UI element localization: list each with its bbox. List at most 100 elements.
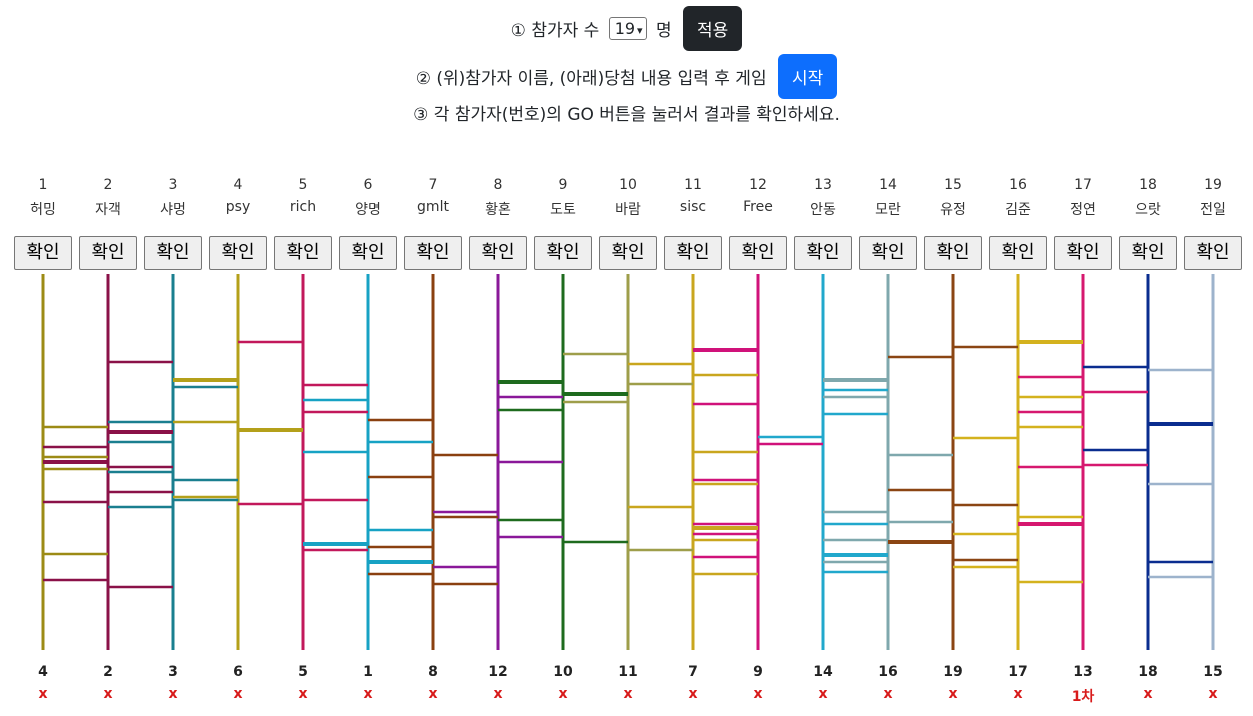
participant-number: 10 <box>619 177 637 193</box>
participant-number: 17 <box>1074 177 1092 193</box>
result-number: 8 <box>428 664 438 680</box>
result-number: 4 <box>38 664 48 680</box>
result-number: 10 <box>553 664 573 680</box>
go-button[interactable]: 확인 <box>729 236 787 270</box>
participant-name: 바람 <box>615 202 641 218</box>
result-number: 2 <box>103 664 113 680</box>
result-value: x <box>168 686 178 702</box>
participant-name: 으랏 <box>1135 202 1161 218</box>
result-number: 18 <box>1138 664 1158 680</box>
participant-number: 1 <box>38 177 48 193</box>
result-value: x <box>818 686 828 702</box>
go-button[interactable]: 확인 <box>924 236 982 270</box>
chevron-down-icon: ▾ <box>637 24 643 37</box>
go-button[interactable]: 확인 <box>664 236 722 270</box>
go-button[interactable]: 확인 <box>469 236 527 270</box>
result-value: x <box>493 686 503 702</box>
participant-number: 6 <box>363 177 373 193</box>
result-number: 15 <box>1203 664 1223 680</box>
result-value: x <box>558 686 568 702</box>
participant-name: 유정 <box>940 202 966 218</box>
start-button[interactable]: 시작 <box>778 54 838 99</box>
participant-number: 13 <box>814 177 832 193</box>
go-button[interactable]: 확인 <box>404 236 462 270</box>
participant-number: 19 <box>1204 177 1222 193</box>
go-button[interactable]: 확인 <box>209 236 267 270</box>
participant-number: 2 <box>103 177 113 193</box>
go-button[interactable]: 확인 <box>1119 236 1177 270</box>
result-value: x <box>428 686 438 702</box>
go-button[interactable]: 확인 <box>339 236 397 270</box>
result-number: 13 <box>1073 664 1093 680</box>
result-value: x <box>1143 686 1153 702</box>
result-value: x <box>298 686 308 702</box>
result-number: 11 <box>618 664 638 680</box>
participant-name: psy <box>225 199 251 215</box>
go-button[interactable]: 확인 <box>859 236 917 270</box>
result-number: 16 <box>878 664 898 680</box>
result-number: 12 <box>488 664 508 680</box>
result-value: x <box>688 686 698 702</box>
participant-name: 안동 <box>810 202 836 218</box>
participant-name: Free <box>743 199 773 215</box>
go-button[interactable]: 확인 <box>794 236 852 270</box>
result-value: x <box>753 686 763 702</box>
participant-name: rich <box>289 199 317 215</box>
participant-number: 4 <box>233 177 243 193</box>
participant-count-select[interactable]: 19 ▾ <box>608 17 647 40</box>
participant-name: 전일 <box>1200 202 1226 218</box>
result-value: x <box>38 686 48 702</box>
participant-name: 모란 <box>875 202 901 218</box>
participant-name: 황혼 <box>485 202 511 218</box>
participant-name: sisc <box>679 199 707 215</box>
participant-number: 3 <box>168 177 178 193</box>
participant-name: gmlt <box>417 199 449 215</box>
participant-number: 12 <box>749 177 767 193</box>
participant-name: 김준 <box>1005 202 1031 218</box>
participant-number: 7 <box>428 177 438 193</box>
go-button[interactable]: 확인 <box>79 236 137 270</box>
participant-number: 11 <box>684 177 702 193</box>
participant-number: 8 <box>493 177 503 193</box>
participant-name: 정연 <box>1070 202 1096 218</box>
participant-name: 샤멍 <box>160 202 186 218</box>
result-number: 1 <box>363 664 373 680</box>
result-number: 9 <box>753 664 763 680</box>
go-button[interactable]: 확인 <box>14 236 72 270</box>
result-number: 6 <box>233 664 243 680</box>
apply-button[interactable]: 적용 <box>683 6 743 51</box>
go-button[interactable]: 확인 <box>989 236 1047 270</box>
go-button[interactable]: 확인 <box>144 236 202 270</box>
result-value: x <box>883 686 893 702</box>
participant-number: 18 <box>1139 177 1157 193</box>
participant-number: 5 <box>298 177 308 193</box>
participant-name: 자객 <box>95 202 121 218</box>
result-value: x <box>233 686 243 702</box>
result-number: 3 <box>168 664 178 680</box>
participant-name: 양명 <box>355 202 381 218</box>
go-button[interactable]: 확인 <box>274 236 332 270</box>
step2-text: ② (위)참가자 이름, (아래)당첨 내용 입력 후 게임 <box>415 69 767 89</box>
participant-name: 허밍 <box>30 202 56 218</box>
result-value: x <box>363 686 373 702</box>
go-button[interactable]: 확인 <box>534 236 592 270</box>
result-number: 7 <box>688 664 698 680</box>
step3-text: ③ 각 참가자(번호)의 GO 버튼을 눌러서 결과를 확인하세요. <box>413 105 840 125</box>
participant-count-value: 19 <box>614 19 636 38</box>
step3-row: ③ 각 참가자(번호)의 GO 버튼을 눌러서 결과를 확인하세요. <box>0 100 1253 130</box>
step1-row: ① 참가자 수 19 ▾ 명 적용 <box>0 6 1253 54</box>
participant-number: 9 <box>558 177 568 193</box>
result-value: 1차 <box>1071 689 1095 705</box>
go-button[interactable]: 확인 <box>599 236 657 270</box>
step2-row: ② (위)참가자 이름, (아래)당첨 내용 입력 후 게임 시작 <box>0 54 1253 102</box>
result-value: x <box>948 686 958 702</box>
go-button[interactable]: 확인 <box>1054 236 1112 270</box>
result-number: 14 <box>813 664 833 680</box>
result-number: 5 <box>298 664 308 680</box>
ladder-board <box>41 274 1215 650</box>
step1-suffix: 명 <box>655 21 672 41</box>
go-button[interactable]: 확인 <box>1184 236 1242 270</box>
result-value: x <box>103 686 113 702</box>
result-number: 19 <box>943 664 963 680</box>
result-value: x <box>1013 686 1023 702</box>
